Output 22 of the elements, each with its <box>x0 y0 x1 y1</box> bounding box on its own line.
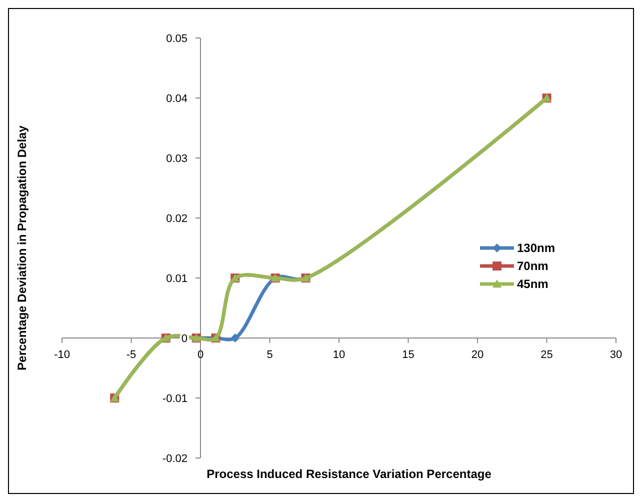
x-tick-label: 5 <box>266 349 273 361</box>
y-tick-label: -0.02 <box>162 453 188 465</box>
y-tick-label: 0.03 <box>166 153 188 165</box>
y-axis-title: Percentage Deviation in Propagation Delay <box>15 125 29 370</box>
legend-label: 70nm <box>517 259 548 273</box>
legend-label: 130nm <box>517 241 556 255</box>
x-tick-label: 10 <box>332 349 346 361</box>
y-tick-label: 0.04 <box>166 93 188 105</box>
x-axis-title: Process Induced Resistance Variation Percentage <box>206 467 492 481</box>
y-tick-label: 0.01 <box>166 273 188 285</box>
x-tick-label: -5 <box>126 349 136 361</box>
x-tick-label: 25 <box>540 349 553 361</box>
y-tick-label: 0.02 <box>166 213 188 225</box>
point <box>230 334 240 342</box>
x-tick-label: 15 <box>402 349 414 361</box>
legend-label: 45nm <box>517 277 548 291</box>
y-tick-label: -0.01 <box>162 393 188 405</box>
x-tick-label: 30 <box>610 349 622 361</box>
x-tick-label: -10 <box>54 349 70 361</box>
x-tick-label: 0 <box>197 349 204 361</box>
y-tick-label: 0.05 <box>166 33 188 45</box>
x-tick-label: 20 <box>471 349 484 361</box>
